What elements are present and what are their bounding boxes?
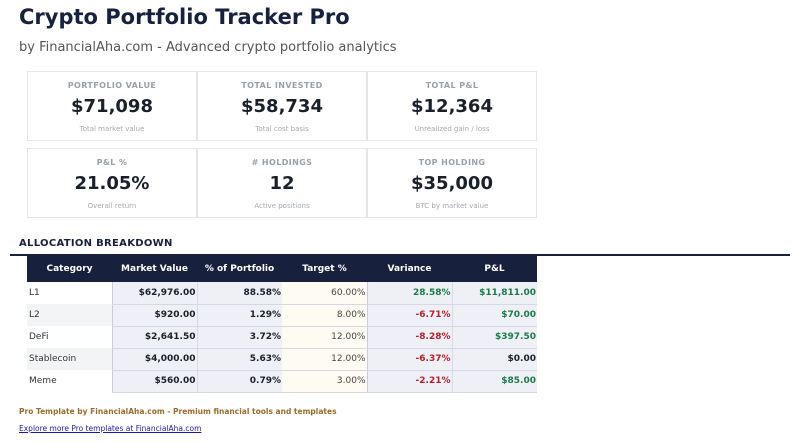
target-pct-cell: 8.00% bbox=[282, 304, 367, 327]
pl-cell: $397.50 bbox=[451, 326, 537, 349]
divider bbox=[10, 254, 790, 256]
footer-text: Pro Template by FinancialAha.com - Premi… bbox=[19, 407, 337, 416]
variance-cell: 28.58% bbox=[366, 282, 452, 305]
category-cell: Meme bbox=[27, 370, 112, 392]
page-subtitle: by FinancialAha.com - Advanced crypto po… bbox=[19, 40, 397, 55]
stat-value: 21.05% bbox=[74, 173, 150, 194]
allocation-table: Category Market Value% of Portfolio Target… bbox=[27, 256, 537, 393]
portfolio-pct-cell: 1.29% bbox=[196, 304, 282, 327]
target-pct-cell: 60.00% bbox=[282, 282, 367, 305]
pl-cell: $85.00 bbox=[451, 370, 537, 393]
stat-note: Total market value bbox=[79, 125, 145, 133]
stat-note: Unrealized gain / loss bbox=[414, 125, 490, 133]
portfolio-pct-cell: 88.58% bbox=[196, 282, 282, 305]
category-cell: Stablecoin bbox=[27, 348, 112, 370]
stat-label: TOP HOLDING bbox=[418, 158, 486, 167]
stat-card: PORTFOLIO VALUE $71,098 Total market val… bbox=[27, 71, 197, 141]
stat-note: Overall return bbox=[87, 202, 137, 210]
market-value-cell: $560.00 bbox=[111, 370, 197, 393]
stat-label: TOTAL P&L bbox=[425, 81, 479, 90]
portfolio-pct-cell: 5.63% bbox=[196, 348, 282, 371]
stat-value: 12 bbox=[269, 173, 295, 194]
stat-card: TOP HOLDING $35,000 BTC by market value bbox=[367, 148, 537, 218]
stat-label: # HOLDINGS bbox=[251, 158, 313, 167]
category-cell: DeFi bbox=[27, 326, 112, 348]
variance-cell: -2.21% bbox=[366, 370, 452, 393]
stat-card: # HOLDINGS 12 Active positions bbox=[197, 148, 367, 218]
column-header: % of Portfolio bbox=[197, 256, 282, 282]
variance-cell: -8.28% bbox=[366, 326, 452, 349]
target-pct-cell: 12.00% bbox=[282, 348, 367, 371]
table-row: Meme $560.00 0.79% 3.00% -2.21% $85.00 bbox=[27, 370, 537, 393]
page-title: Crypto Portfolio Tracker Pro bbox=[19, 5, 350, 29]
stat-note: Active positions bbox=[254, 202, 310, 210]
stat-label: P&L % bbox=[96, 158, 128, 167]
pl-cell: $70.00 bbox=[451, 304, 537, 327]
section-heading: ALLOCATION BREAKDOWN bbox=[19, 238, 173, 249]
table-header-row: Category Market Value% of Portfolio Target… bbox=[27, 256, 537, 282]
stat-value: $71,098 bbox=[71, 96, 153, 117]
column-header: Category bbox=[27, 256, 112, 282]
portfolio-pct-cell: 0.79% bbox=[196, 370, 282, 393]
table-row: L2 $920.00 1.29% 8.00% -6.71% $70.00 bbox=[27, 304, 537, 327]
pl-cell: $0.00 bbox=[451, 348, 537, 371]
variance-cell: -6.71% bbox=[366, 304, 452, 327]
target-pct-cell: 3.00% bbox=[282, 370, 367, 393]
column-header: Variance bbox=[367, 256, 452, 282]
column-header: Market Value bbox=[112, 256, 197, 282]
stat-note: BTC by market value bbox=[415, 202, 489, 210]
target-pct-cell: 12.00% bbox=[282, 326, 367, 349]
portfolio-pct-cell: 3.72% bbox=[196, 326, 282, 349]
market-value-cell: $920.00 bbox=[111, 304, 197, 327]
stat-value: $58,734 bbox=[241, 96, 323, 117]
stat-card: TOTAL P&L $12,364 Unrealized gain / loss bbox=[367, 71, 537, 141]
stat-value: $12,364 bbox=[411, 96, 493, 117]
category-cell: L1 bbox=[27, 282, 112, 304]
market-value-cell: $62,976.00 bbox=[111, 282, 197, 305]
market-value-cell: $2,641.50 bbox=[111, 326, 197, 349]
column-header: Target % bbox=[282, 256, 367, 282]
column-header: P&L bbox=[452, 256, 537, 282]
market-value-cell: $4,000.00 bbox=[111, 348, 197, 371]
pl-cell: $11,811.00 bbox=[451, 282, 537, 305]
category-cell: L2 bbox=[27, 304, 112, 326]
table-row: Stablecoin $4,000.00 5.63% 12.00% -6.37%… bbox=[27, 348, 537, 371]
stat-value: $35,000 bbox=[411, 173, 493, 194]
stat-label: PORTFOLIO VALUE bbox=[67, 81, 157, 90]
table-row: L1 $62,976.00 88.58% 60.00% 28.58% $11,8… bbox=[27, 282, 537, 305]
variance-cell: -6.37% bbox=[366, 348, 452, 371]
footer-link[interactable]: Explore more Pro templates at FinancialA… bbox=[19, 424, 202, 433]
summary-cards: PORTFOLIO VALUE $71,098 Total market val… bbox=[27, 71, 537, 218]
table-row: DeFi $2,641.50 3.72% 12.00% -8.28% $397.… bbox=[27, 326, 537, 349]
stat-label: TOTAL INVESTED bbox=[241, 81, 323, 90]
stat-card: TOTAL INVESTED $58,734 Total cost basis bbox=[197, 71, 367, 141]
stat-note: Total cost basis bbox=[255, 125, 309, 133]
stat-card: P&L % 21.05% Overall return bbox=[27, 148, 197, 218]
